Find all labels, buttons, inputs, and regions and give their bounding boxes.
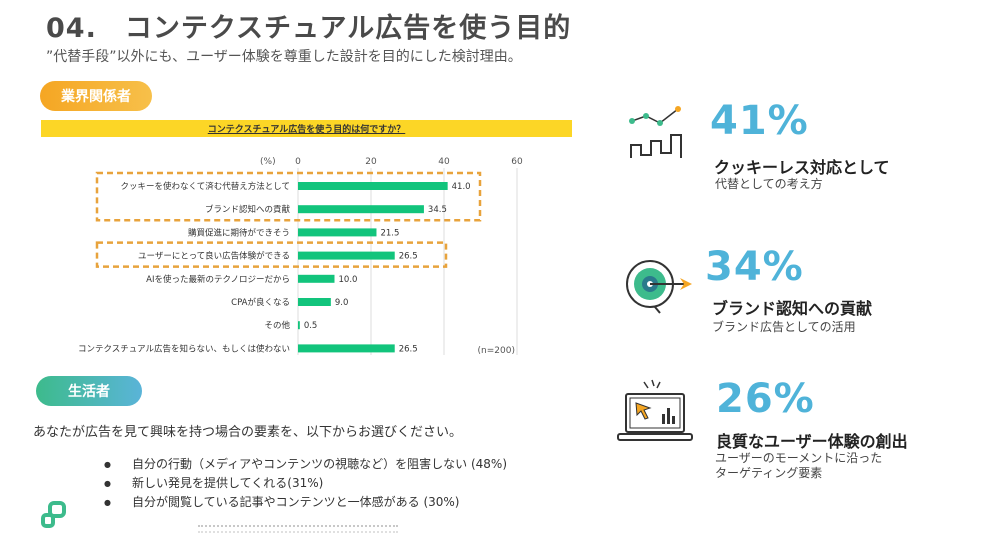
data-label: 26.5 [399, 252, 418, 262]
page-title: 04. コンテクスチュアル広告を使う目的 [46, 13, 572, 44]
divider [198, 525, 398, 527]
stat-heading: ブランド認知への貢献 [712, 299, 873, 318]
target-arrow-icon [626, 260, 692, 314]
category-label: ユーザーにとって良い広告体験ができる [138, 251, 290, 262]
category-label: CPAが良くなる [231, 297, 290, 308]
stat-heading: 良質なユーザー体験の創出 [716, 432, 908, 451]
bar [298, 205, 424, 214]
survey-question-banner: コンテクスチュアル広告を使う目的は何ですか？ [41, 120, 572, 137]
line-graph-icon [629, 106, 682, 158]
sample-size-note: (n=200) [478, 346, 515, 356]
tick-label: 40 [438, 157, 450, 167]
data-label: 34.5 [428, 205, 447, 215]
category-label: その他 [264, 320, 290, 331]
consumer-answer-list: 自分の行動（メディアやコンテンツの視聴など）を阻害しない (48%) 新しい発見… [104, 455, 507, 512]
data-label: 0.5 [304, 321, 318, 331]
highlight-box [95, 171, 482, 222]
industry-label-pill: 業界関係者 [40, 81, 152, 111]
purpose-bar-chart: (%) 0 20 40 60 クッキーを使わなくて済む代替え方法として 41.0 ブランド認知… [78, 157, 523, 356]
bar [298, 182, 448, 190]
bar [298, 274, 335, 283]
stat-description: ブランド広告としての活用 [712, 320, 856, 334]
stat-percent: 34% [705, 244, 804, 290]
stat-percent: 26% [716, 376, 815, 422]
list-item: 新しい発見を提供してくれる(31%) [104, 474, 507, 493]
brand-logo-icon [41, 501, 66, 528]
data-label: 26.5 [399, 344, 418, 354]
data-label: 10.0 [339, 275, 358, 285]
bar [298, 228, 377, 237]
tick-label: 20 [365, 157, 377, 167]
category-label: 購買促進に期待ができそう [188, 227, 290, 238]
survey-question-text: コンテクスチュアル広告を使う目的は何ですか？ [207, 125, 406, 135]
category-label: AIを使った最新のテクノロジーだから [146, 274, 290, 285]
category-label: クッキーを使わなくて済む代替え方法として [121, 181, 291, 192]
category-label: コンテクスチュアル広告を知らない、もしくは使わない [78, 343, 290, 354]
bar [298, 321, 300, 330]
bar [298, 298, 331, 306]
bar [298, 251, 395, 260]
stat-description: 代替としての考え方 [715, 177, 823, 191]
page-subtitle: ”代替手段”以外にも、ユーザー体験を尊重した設計を目的にした検討理由。 [46, 49, 522, 65]
stat-description: ターゲティング要素 [715, 466, 823, 480]
highlight-box [95, 241, 448, 268]
list-item: 自分の行動（メディアやコンテンツの視聴など）を阻害しない (48%) [104, 455, 507, 474]
bar [298, 344, 395, 353]
stat-heading: クッキーレス対応として [714, 158, 890, 177]
data-label: 9.0 [335, 298, 349, 308]
data-label: 21.5 [380, 228, 399, 238]
category-label: ブランド認知への貢献 [205, 204, 291, 215]
stat-percent: 41% [710, 98, 809, 144]
tick-label: 0 [295, 157, 301, 167]
stat-description: ユーザーのモーメントに沿った [715, 451, 883, 465]
axis-unit-label: (%) [260, 157, 276, 167]
consumer-label-pill: 生活者 [36, 376, 142, 406]
data-label: 41.0 [452, 182, 471, 192]
divider [198, 531, 398, 533]
tick-label: 60 [511, 157, 523, 167]
laptop-cursor-icon [617, 379, 693, 441]
consumer-question: あなたが広告を見て興味を持つ場合の要素を、以下からお選びください。 [33, 425, 463, 440]
list-item: 自分が閲覧している記事やコンテンツと一体感がある (30%) [104, 493, 507, 512]
